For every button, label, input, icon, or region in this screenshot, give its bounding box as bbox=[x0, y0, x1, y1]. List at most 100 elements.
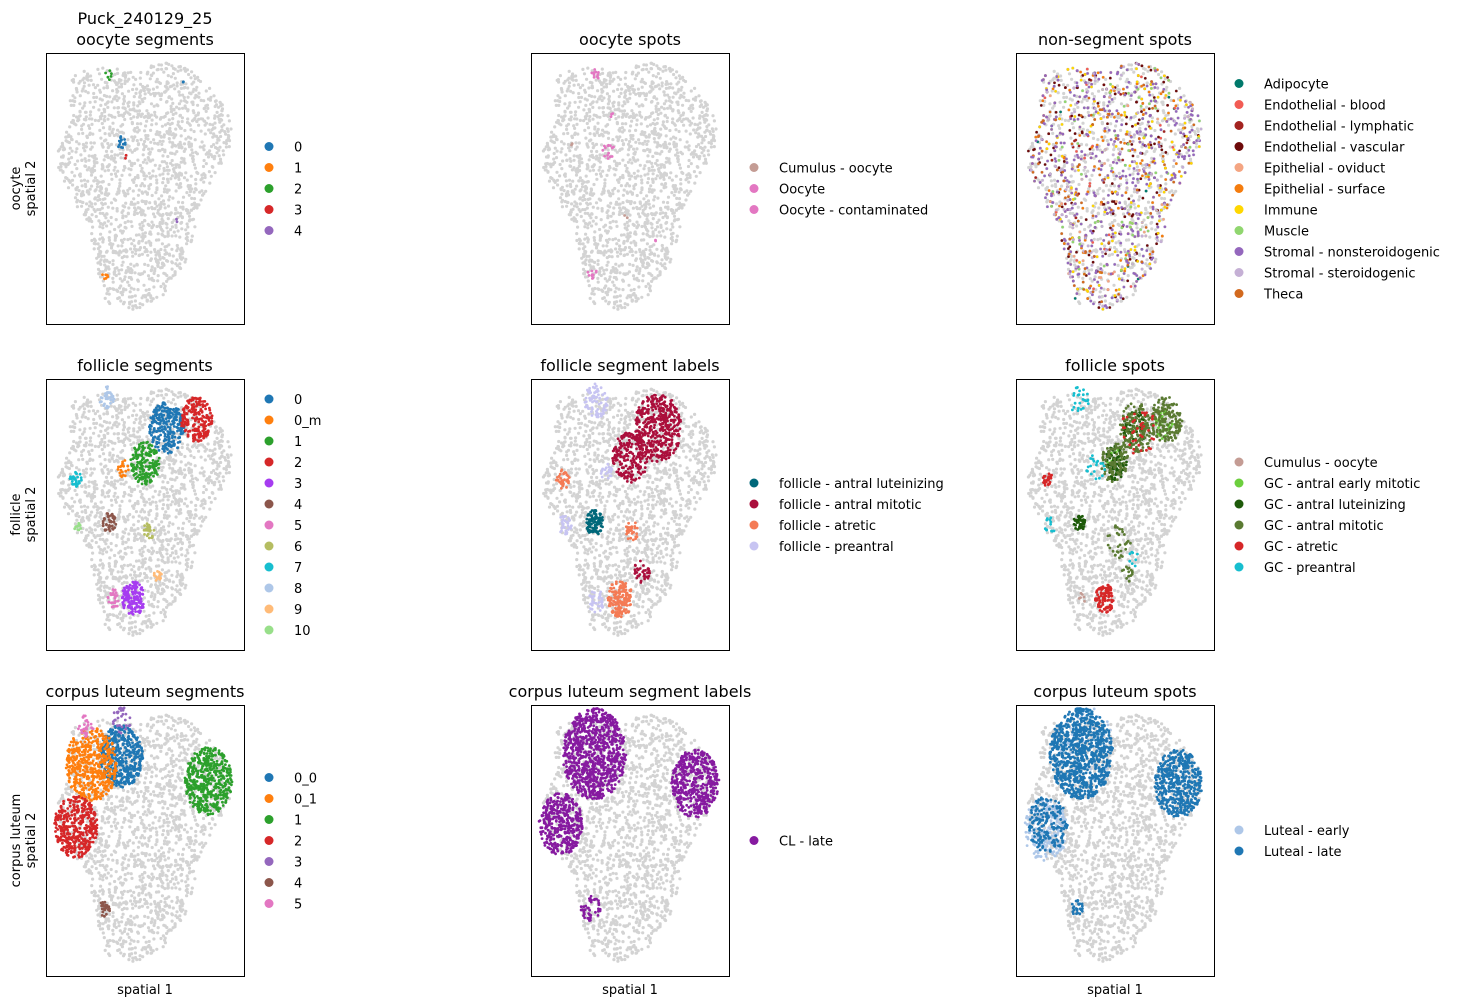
background-spot bbox=[1052, 77, 1055, 80]
background-spot bbox=[117, 111, 120, 114]
background-spot bbox=[183, 129, 186, 132]
background-spot bbox=[614, 271, 617, 274]
background-spot bbox=[146, 299, 149, 302]
background-spot bbox=[694, 96, 697, 99]
background-spot bbox=[157, 274, 160, 277]
background-spot bbox=[150, 206, 153, 209]
background-spot bbox=[676, 151, 679, 154]
background-spot bbox=[660, 258, 663, 261]
background-spot bbox=[583, 72, 586, 75]
background-spot bbox=[98, 208, 101, 211]
background-spot bbox=[623, 100, 626, 103]
background-spot bbox=[633, 288, 636, 291]
background-spot bbox=[1113, 184, 1116, 187]
data-point bbox=[603, 155, 606, 158]
background-spot bbox=[1111, 253, 1114, 256]
background-spot bbox=[636, 194, 639, 197]
background-spot bbox=[76, 186, 79, 189]
background-spot bbox=[138, 109, 141, 112]
background-spot bbox=[1092, 137, 1095, 140]
background-spot bbox=[162, 71, 165, 74]
background-spot bbox=[613, 173, 616, 176]
background-spot bbox=[129, 237, 132, 240]
background-spot bbox=[193, 163, 196, 166]
background-spot bbox=[128, 173, 131, 176]
data-point bbox=[587, 271, 590, 274]
background-spot bbox=[181, 107, 184, 110]
background-spot bbox=[150, 102, 153, 105]
background-spot bbox=[692, 116, 695, 119]
background-spot bbox=[152, 138, 155, 141]
background-spot bbox=[670, 208, 673, 211]
background-spot bbox=[1040, 156, 1043, 159]
background-spot bbox=[609, 221, 612, 224]
background-spot bbox=[212, 94, 215, 97]
background-spot bbox=[637, 212, 640, 215]
background-spot bbox=[634, 129, 637, 132]
background-spot bbox=[693, 149, 696, 152]
background-spot bbox=[119, 125, 122, 128]
background-spot bbox=[596, 131, 599, 134]
background-spot bbox=[632, 207, 635, 210]
background-spot bbox=[671, 108, 674, 111]
background-spot bbox=[203, 159, 206, 162]
background-spot bbox=[192, 103, 195, 106]
background-spot bbox=[556, 183, 559, 186]
background-spot bbox=[1162, 109, 1165, 112]
background-spot bbox=[1170, 99, 1173, 102]
background-spot bbox=[667, 196, 670, 199]
background-spot bbox=[1059, 101, 1062, 104]
background-spot bbox=[162, 116, 165, 119]
background-spot bbox=[154, 191, 157, 194]
background-spot bbox=[206, 107, 209, 110]
background-spot bbox=[596, 122, 599, 125]
background-spot bbox=[621, 201, 624, 204]
background-spot bbox=[617, 189, 620, 192]
background-spot bbox=[102, 180, 105, 183]
data-point bbox=[623, 214, 626, 217]
background-spot bbox=[637, 65, 640, 68]
background-spot bbox=[582, 119, 585, 122]
background-spot bbox=[615, 278, 618, 281]
background-spot bbox=[612, 105, 615, 108]
background-spot bbox=[629, 190, 632, 193]
background-spot bbox=[99, 275, 102, 278]
background-spot bbox=[652, 180, 655, 183]
background-spot bbox=[630, 289, 633, 292]
background-spot bbox=[600, 91, 603, 94]
background-spot bbox=[626, 190, 629, 193]
background-spot bbox=[668, 150, 671, 153]
background-spot bbox=[123, 118, 126, 121]
background-spot bbox=[595, 143, 598, 146]
background-spot bbox=[645, 92, 648, 95]
background-spot bbox=[99, 91, 102, 94]
background-spot bbox=[61, 170, 64, 173]
background-spot bbox=[624, 77, 627, 80]
background-spot bbox=[615, 300, 618, 303]
background-spot bbox=[1117, 148, 1120, 151]
background-spot bbox=[589, 81, 592, 84]
background-spot bbox=[85, 209, 88, 212]
background-spot bbox=[605, 174, 608, 177]
background-spot bbox=[157, 149, 160, 152]
background-spot bbox=[587, 126, 590, 129]
panel-title: oocyte spots bbox=[579, 30, 681, 49]
background-spot bbox=[608, 166, 611, 169]
background-spot bbox=[126, 80, 129, 83]
background-spot bbox=[670, 237, 673, 240]
background-spot bbox=[548, 163, 551, 166]
background-spot bbox=[122, 261, 125, 264]
background-spot bbox=[132, 239, 135, 242]
background-spot bbox=[111, 207, 114, 210]
background-spot bbox=[597, 128, 600, 131]
background-spot bbox=[654, 177, 657, 180]
background-spot bbox=[103, 263, 106, 266]
background-spot bbox=[560, 147, 563, 150]
background-spot bbox=[648, 91, 651, 94]
background-spot bbox=[123, 301, 126, 304]
background-spot bbox=[180, 247, 183, 250]
background-spot bbox=[589, 103, 592, 106]
background-spot bbox=[656, 225, 659, 228]
background-spot bbox=[118, 78, 121, 81]
background-spot bbox=[576, 213, 579, 216]
